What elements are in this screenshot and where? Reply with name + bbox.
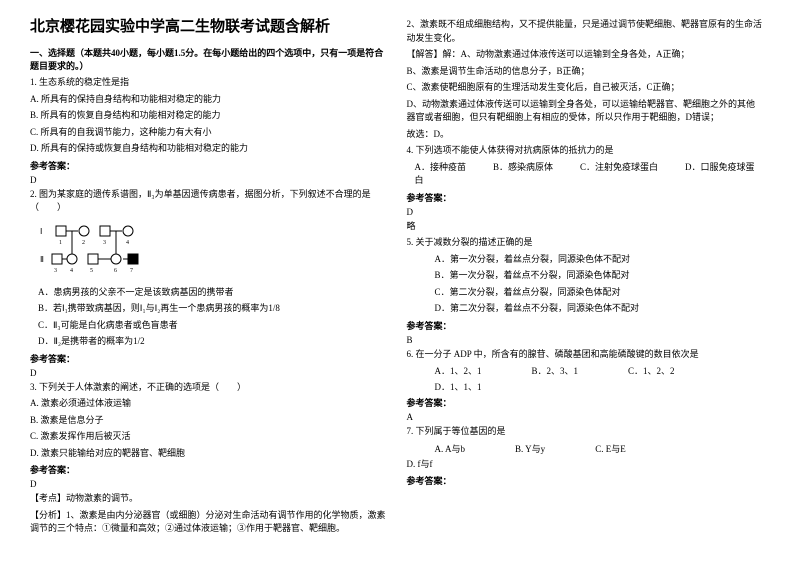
q3-opt-a: A. 激素必须通过体液运输 [30, 397, 387, 411]
q7-opt-c: C. E与E [595, 442, 626, 455]
r-line-2: 【解答】解：A、动物激素通过体液传送可以运输到全身各处，A正确； [407, 48, 764, 62]
q6-opt-a: A．1、2、1 [435, 364, 482, 377]
q1-stem: 1. 生态系统的稳定性是指 [30, 76, 387, 90]
q3-answer-label: 参考答案： [30, 463, 387, 476]
q3-kaodian: 【考点】动物激素的调节。 [30, 492, 387, 506]
svg-text:Ⅰ: Ⅰ [40, 227, 42, 236]
r-line-1: 2、激素既不组成细胞结构，又不提供能量，只是通过调节使靶细胞、靶器官原有的生命活… [407, 18, 764, 45]
q2-opt-d: D．Ⅱ₂是携带者的概率为1/2 [38, 335, 387, 349]
q5-stem: 5. 关于减数分裂的描述正确的是 [407, 236, 764, 250]
q2-answer-label: 参考答案： [30, 352, 387, 365]
svg-text:4: 4 [70, 268, 73, 274]
q3-answer: D [30, 479, 387, 489]
q3-opt-d: D. 激素只能输给对应的靶器官、靶细胞 [30, 447, 387, 461]
svg-text:3: 3 [54, 268, 57, 274]
svg-text:7: 7 [130, 268, 133, 274]
q6-opt-b: B．2、3、1 [532, 364, 579, 377]
q1-opt-d: D. 所具有的保持或恢复自身结构和功能相对稳定的能力 [30, 142, 387, 156]
right-column: 2、激素既不组成细胞结构，又不提供能量，只是通过调节使靶细胞、靶器官原有的生命活… [397, 15, 774, 539]
q7-opt-a: A. A与b [435, 442, 466, 455]
q5-opt-b: B．第一次分裂，着丝点不分裂，同源染色体配对 [435, 269, 764, 283]
svg-text:4: 4 [126, 240, 129, 246]
q4-stem: 4. 下列选项不能使人体获得对抗病原体的抵抗力的是 [407, 144, 764, 158]
q3-stem: 3. 下列关于人体激素的阐述，不正确的选项是（ ） [30, 381, 387, 395]
r-line-5: D、动物激素通过体液传送可以运输到全身各处，可以运输给靶器官、靶细胞之外的其他器… [407, 98, 764, 125]
q6-opt-c: C．1、2、2 [628, 364, 675, 377]
q3-opt-b: B. 激素是信息分子 [30, 414, 387, 428]
q4-answer-label: 参考答案： [407, 191, 764, 204]
q1-answer: D [30, 175, 387, 185]
section-heading: 一、选择题（本题共40小题，每小题1.5分。在每小题给出的四个选项中，只有一项是… [30, 46, 387, 72]
r-line-3: B、激素是调节生命活动的信息分子，B正确； [407, 65, 764, 79]
q6-opt-d: D．1、1、1 [435, 380, 482, 393]
svg-text:2: 2 [82, 240, 85, 246]
q3-opt-c: C. 激素发挥作用后被灭活 [30, 430, 387, 444]
r-line-6: 故选：D。 [407, 128, 764, 142]
q4-extra: 略 [407, 220, 764, 234]
svg-text:3: 3 [103, 240, 106, 246]
q7-opts-row1: A. A与b B. Y与y C. E与E [435, 442, 764, 455]
q2-opt-a: A．患病男孩的父亲不一定是该致病基因的携带者 [38, 286, 387, 300]
svg-text:1: 1 [59, 240, 62, 246]
svg-text:5: 5 [90, 268, 93, 274]
q7-opt-b: B. Y与y [515, 442, 545, 455]
q7-opt-d: D. f与f [407, 458, 764, 472]
svg-text:Ⅱ: Ⅱ [40, 255, 44, 264]
svg-text:6: 6 [114, 268, 117, 274]
q3-fenxi: 【分析】1、激素是由内分泌器官（或细胞）分泌对生命活动有调节作用的化学物质，激素… [30, 509, 387, 536]
q5-opt-d: D．第二次分裂，着丝点不分裂，同源染色体不配对 [435, 302, 764, 316]
q5-opt-a: A．第一次分裂，着丝点分裂，同源染色体不配对 [435, 253, 764, 267]
q2-opt-b: B．若Ⅰ₁携带致病基因，则Ⅰ₁与Ⅰ₂再生一个患病男孩的概率为1/8 [38, 302, 387, 316]
q1-opt-b: B. 所具有的恢复自身结构和功能相对稳定的能力 [30, 109, 387, 123]
left-column: 北京樱花园实验中学高二生物联考试题含解析 一、选择题（本题共40小题，每小题1.… [20, 15, 397, 539]
doc-title: 北京樱花园实验中学高二生物联考试题含解析 [30, 15, 387, 36]
q1-answer-label: 参考答案： [30, 159, 387, 172]
q5-opt-c: C．第二次分裂，着丝点分裂，同源染色体配对 [435, 286, 764, 300]
q4-opts: A．接种疫苗 B．感染病原体 C．注射免疫球蛋白 D．口服免疫球蛋白 [415, 161, 764, 188]
q5-answer-label: 参考答案： [407, 319, 764, 332]
q6-stem: 6. 在一分子 ADP 中，所含有的腺苷、磷酸基团和高能磷酸键的数目依次是 [407, 348, 764, 362]
pedigree-diagram: Ⅰ 1 2 3 4 Ⅱ 3 4 5 [38, 222, 148, 277]
exam-page: 北京樱花园实验中学高二生物联考试题含解析 一、选择题（本题共40小题，每小题1.… [0, 0, 793, 554]
q6-answer: A [407, 412, 764, 422]
q6-opts-row2: D．1、1、1 [435, 380, 764, 393]
q1-opt-c: C. 所具有的自我调节能力，这种能力有大有小 [30, 126, 387, 140]
q2-stem: 2. 图为某家庭的遗传系谱图，Ⅱ₃为单基因遗传病患者，据图分析，下列叙述不合理的… [30, 188, 387, 215]
q7-stem: 7. 下列属于等位基因的是 [407, 425, 764, 439]
q6-opts-row1: A．1、2、1 B．2、3、1 C．1、2、2 [435, 364, 764, 377]
q4-answer: D [407, 207, 764, 217]
q1-opt-a: A. 所具有的保持自身结构和功能相对稳定的能力 [30, 93, 387, 107]
q7-answer-label: 参考答案： [407, 474, 764, 487]
q2-opt-c: C．Ⅱ₃可能是白化病患者或色盲患者 [38, 319, 387, 333]
q6-answer-label: 参考答案： [407, 396, 764, 409]
r-line-4: C、激素使靶细胞原有的生理活动发生变化后，自己被灭活，C正确； [407, 81, 764, 95]
q5-answer: B [407, 335, 764, 345]
q2-answer: D [30, 368, 387, 378]
